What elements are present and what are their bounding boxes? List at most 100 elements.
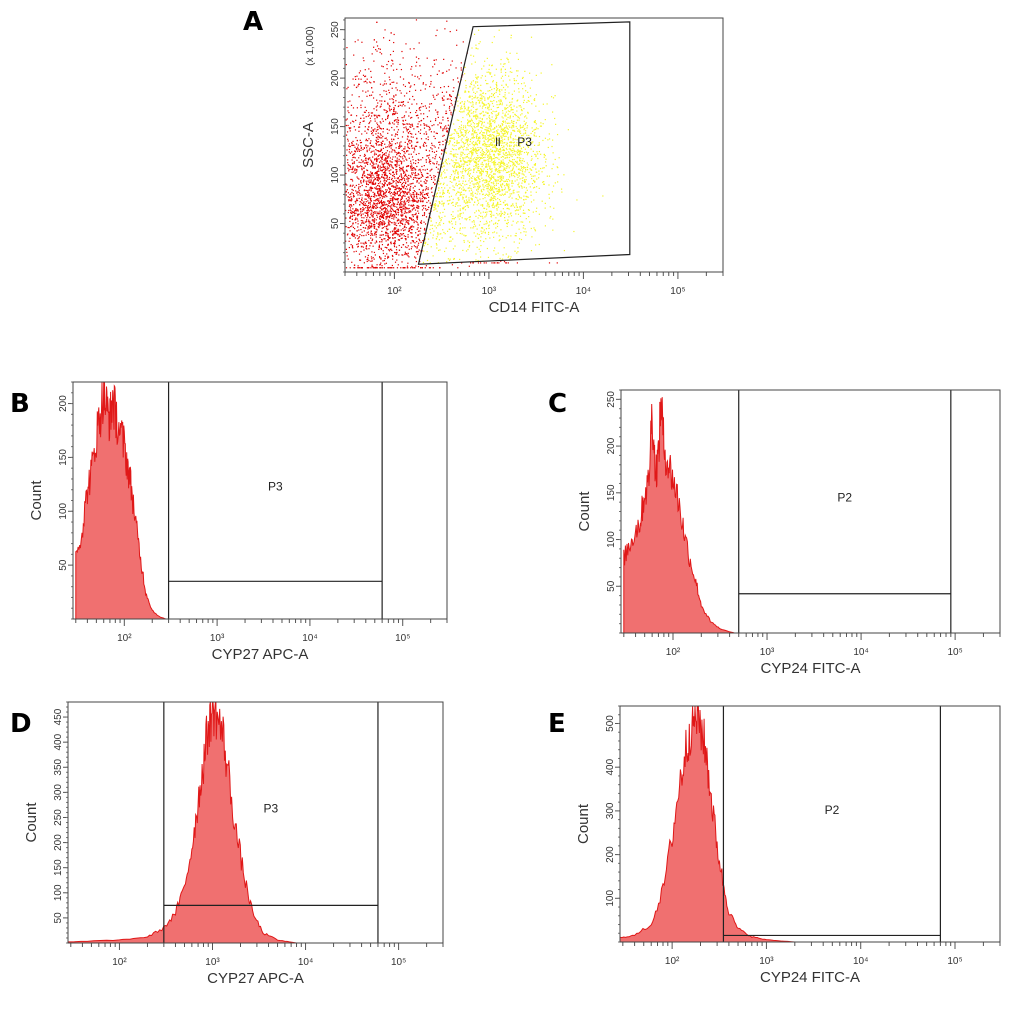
event-dot [403,155,406,157]
event-dot [375,158,377,160]
event-dot [510,160,512,163]
event-dot [548,175,551,177]
event-dot [393,129,395,131]
event-dot [372,129,374,131]
event-dot [398,160,400,162]
event-dot [502,156,505,158]
event-dot [413,177,415,179]
event-dot [377,176,379,179]
event-dot [402,78,405,80]
event-dot [411,144,413,146]
event-dot [510,142,512,144]
event-dot [457,94,460,96]
event-dot [461,146,463,148]
event-dot [453,189,456,191]
event-dot [378,177,380,179]
event-dot [461,172,463,174]
event-dot [358,78,360,80]
event-dot [437,189,440,191]
event-dot [499,103,501,105]
event-dot [373,202,375,204]
event-dot [464,125,467,127]
event-dot [347,106,349,108]
event-dot [349,184,352,186]
event-dot [499,190,501,192]
event-dot [474,126,476,129]
event-dot [438,187,440,189]
event-dot [409,142,411,144]
event-dot [378,161,381,163]
event-dot [361,184,363,187]
event-dot [477,175,479,177]
event-dot [384,162,386,164]
event-dot [360,228,362,231]
event-dot [450,134,452,136]
event-dot [358,229,360,231]
event-dot [500,203,502,205]
event-dot [416,126,418,128]
event-dot [516,106,518,108]
event-dot [438,249,440,252]
event-dot [407,212,409,214]
event-dot [408,198,410,200]
event-dot [361,202,363,205]
event-dot [394,104,396,107]
event-dot [363,234,365,237]
event-dot [380,191,382,193]
event-dot [372,191,374,193]
event-dot [355,202,357,204]
event-dot [377,102,379,104]
event-dot [384,210,387,212]
event-dot [472,146,474,149]
event-dot [602,195,604,197]
event-dot [491,100,493,103]
event-dot [369,182,372,184]
event-dot [415,257,417,259]
event-dot [503,142,505,144]
event-dot [448,240,451,243]
event-dot [400,214,402,216]
event-dot [463,125,465,127]
event-dot [485,163,488,165]
event-dot [488,114,490,117]
event-dot [390,161,392,163]
event-dot [496,225,499,228]
event-dot [410,195,413,197]
event-dot [352,196,355,198]
event-dot [393,267,395,269]
event-dot [450,95,452,97]
event-dot [517,149,519,151]
event-dot [459,192,461,194]
event-dot [556,262,558,264]
event-dot [543,181,545,183]
event-dot [359,192,361,195]
event-dot [383,193,385,195]
event-dot [412,169,414,171]
event-dot [399,156,402,158]
event-dot [478,87,480,89]
event-dot [364,221,366,223]
event-dot [517,183,519,186]
event-dot [352,140,354,142]
event-dot [380,160,382,162]
event-dot [475,114,477,116]
event-dot [507,139,510,141]
event-dot [354,212,356,214]
event-dot [441,203,443,205]
event-dot [459,136,461,138]
event-dot [447,191,449,193]
event-dot [428,157,430,159]
event-dot [366,189,368,192]
event-dot [441,177,443,179]
event-dot [440,173,443,175]
event-dot [530,95,532,97]
event-dot [444,161,446,163]
event-dot [387,103,389,105]
event-dot [504,152,507,154]
event-dot [398,204,401,206]
event-dot [399,63,401,66]
event-dot [421,193,423,195]
event-dot [407,128,410,130]
event-dot [444,187,446,189]
event-dot [499,176,501,178]
